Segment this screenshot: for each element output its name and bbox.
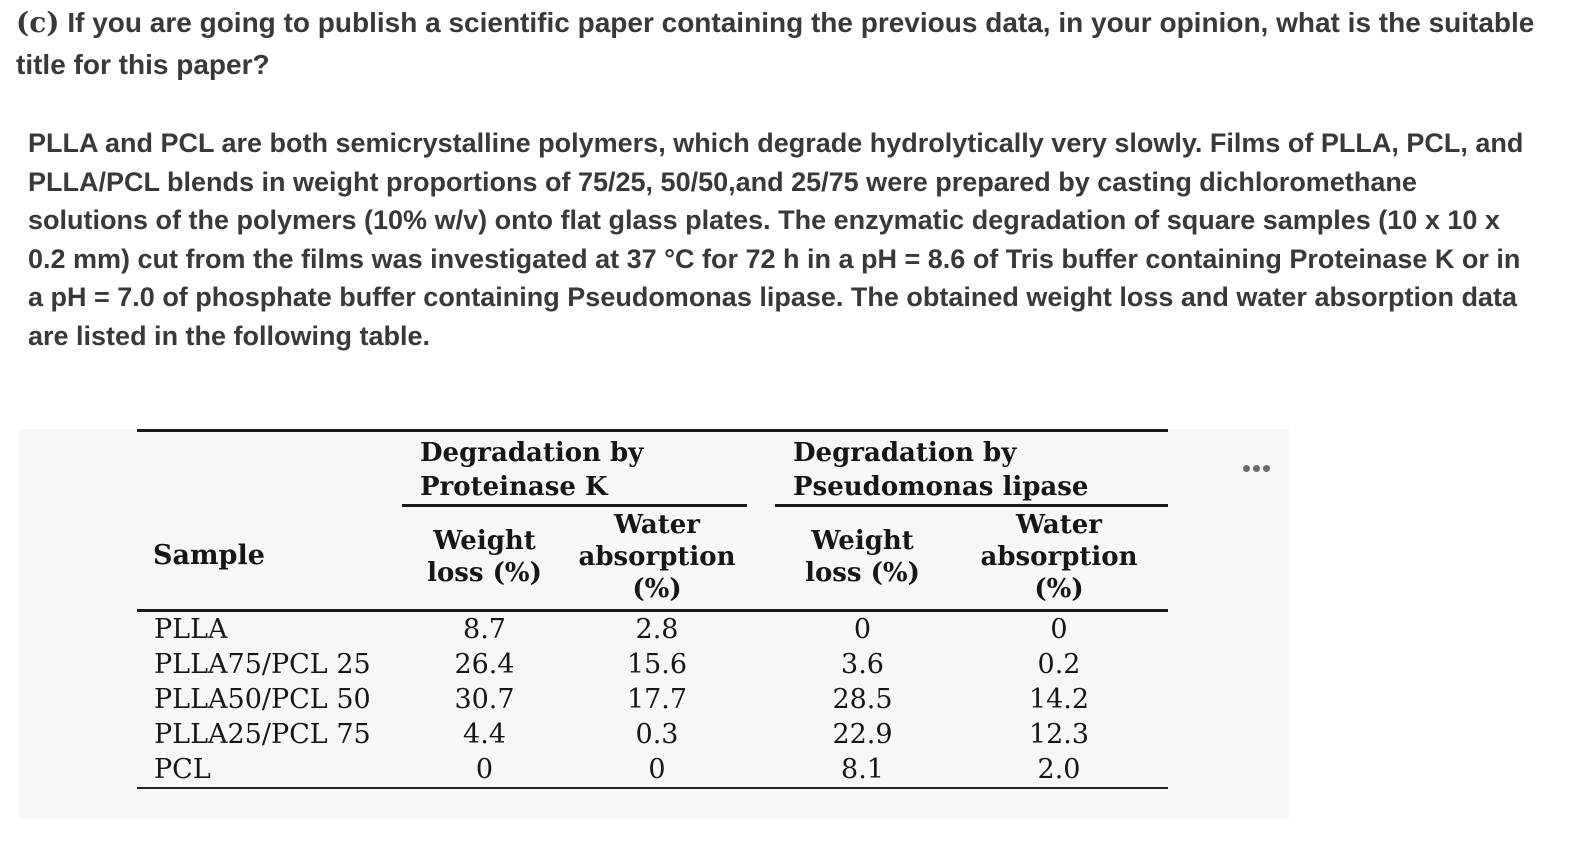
water-absorption-header-1: Water absorption (%) (567, 505, 747, 612)
question-part-label: (c) (16, 6, 60, 39)
gap-cell (747, 647, 775, 682)
sample-cell: PLLA75/PCL 25 (154, 649, 371, 680)
sample-column-header: Sample (137, 505, 402, 612)
gap-cell (747, 611, 775, 648)
more-options-icon (1252, 464, 1260, 472)
more-options-icon (1262, 464, 1270, 472)
value-cell: 3.6 (841, 649, 884, 680)
value-cell: 17.7 (626, 684, 688, 715)
table-row: PLLA 8.7 2.8 0 0 (137, 611, 1168, 648)
question-text: If you are going to publish a scientific… (16, 7, 1535, 80)
group-header-row: Degradation by Proteinase K Degradation … (137, 430, 1168, 507)
value-cell: 28.5 (832, 684, 893, 715)
sample-cell: PLLA50/PCL 50 (154, 684, 371, 715)
empty-corner-cell (137, 431, 402, 506)
table-row: PLLA75/PCL 25 26.4 15.6 3.6 0.2 (137, 647, 1168, 682)
sub-header-row: Sample Weight loss (%) Water absorption … (137, 505, 1168, 612)
sample-cell: PLLA (154, 614, 228, 645)
value-cell: 22.9 (832, 719, 893, 750)
value-cell: 8.7 (463, 614, 506, 645)
table-row: PCL 0 0 8.1 2.0 (137, 752, 1168, 788)
more-options-button[interactable] (1234, 456, 1278, 480)
table-row: PLLA25/PCL 75 4.4 0.3 22.9 12.3 (137, 717, 1168, 752)
group-gap-cell (747, 431, 775, 506)
value-cell: 30.7 (454, 684, 515, 715)
value-cell: 0.3 (635, 719, 679, 750)
table-row: PLLA50/PCL 50 30.7 17.7 28.5 14.2 (137, 682, 1168, 717)
group-header-pseudomonas-lipase: Degradation by Pseudomonas lipase (775, 430, 1168, 507)
value-cell: 0 (648, 754, 666, 785)
value-cell: 26.4 (454, 649, 515, 680)
value-cell: 2.0 (1037, 754, 1081, 785)
value-cell: 15.6 (626, 649, 688, 680)
value-cell: 0 (475, 754, 494, 785)
water-absorption-header-2: Water absorption (%) (950, 505, 1168, 612)
value-cell: 0.2 (1037, 649, 1081, 680)
gap-cell (747, 682, 775, 717)
weight-loss-header-2: Weight loss (%) (775, 505, 950, 612)
value-cell: 2.8 (635, 614, 679, 645)
degradation-data-table: Degradation by Proteinase K Degradation … (137, 429, 1168, 789)
question-heading: (c) If you are going to publish a scient… (16, 2, 1546, 86)
value-cell: 0 (853, 614, 872, 645)
sub-gap-cell (747, 505, 775, 612)
more-options-icon (1242, 464, 1250, 472)
gap-cell (747, 752, 775, 788)
weight-loss-header-1: Weight loss (%) (402, 505, 567, 612)
group-header-proteinase-k: Degradation by Proteinase K (402, 430, 747, 507)
value-cell: 4.4 (463, 719, 506, 750)
value-cell: 12.3 (1028, 719, 1090, 750)
sample-cell: PLLA25/PCL 75 (154, 719, 371, 750)
table-container: Degradation by Proteinase K Degradation … (137, 429, 1168, 789)
sample-cell: PCL (154, 754, 211, 785)
value-cell: 8.1 (841, 754, 884, 785)
value-cell: 0 (1050, 614, 1068, 645)
value-cell: 14.2 (1028, 684, 1090, 715)
passage-paragraph: PLLA and PCL are both semicrystalline po… (28, 128, 1524, 351)
gap-cell (747, 717, 775, 752)
